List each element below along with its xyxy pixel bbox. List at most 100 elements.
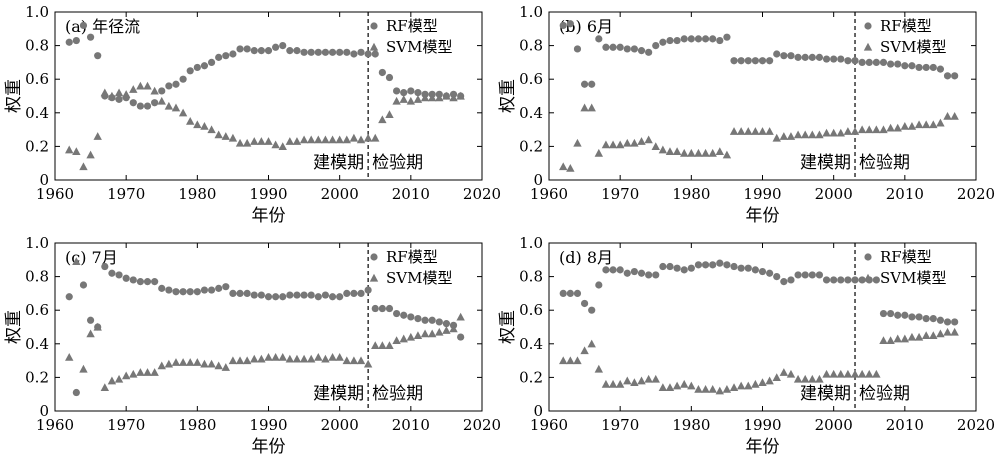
- rf-point: [193, 288, 201, 296]
- rf-point: [279, 293, 287, 301]
- rf-point: [887, 309, 895, 318]
- rf-point: [659, 38, 667, 46]
- svm-point: [150, 86, 159, 95]
- rf-point: [894, 60, 902, 68]
- rf-point: [328, 48, 337, 56]
- rf-point: [701, 261, 710, 269]
- rf-point: [421, 316, 429, 324]
- y-tick-label: 0.2: [519, 368, 543, 386]
- svm-point: [879, 125, 888, 134]
- rf-point: [787, 52, 795, 60]
- rf-point: [673, 36, 681, 45]
- svm-point: [665, 147, 675, 156]
- svm-point: [307, 135, 316, 144]
- svm-point: [687, 381, 696, 390]
- svm-point: [708, 148, 717, 157]
- rf-point: [737, 264, 745, 272]
- rf-point: [879, 309, 888, 318]
- svm-point: [427, 93, 437, 102]
- rf-point: [943, 318, 952, 326]
- chart-panel: 1960 1970 1980 1990 2000 2010 2020 0 0.2 0.4 0.6 0.…: [498, 3, 995, 226]
- svm-point: [271, 353, 280, 361]
- svm-point: [136, 368, 145, 376]
- svm-point: [392, 96, 401, 105]
- rf-point: [808, 53, 816, 61]
- rf-point: [151, 99, 159, 107]
- svm-point: [342, 135, 351, 144]
- rf-point: [115, 271, 123, 279]
- panel-label: (d) 8月: [559, 248, 613, 267]
- rf-point: [321, 291, 330, 299]
- legend-svm-marker: [369, 42, 379, 51]
- svm-point: [86, 329, 95, 338]
- rf-point: [350, 289, 358, 297]
- svm-point: [314, 135, 323, 144]
- svm-point: [672, 147, 682, 156]
- svm-point: [207, 359, 216, 368]
- svm-point: [893, 123, 902, 132]
- svm-point: [843, 127, 853, 135]
- rf-point: [143, 102, 152, 110]
- rf-point: [250, 291, 258, 299]
- svm-point: [836, 128, 845, 137]
- rf-point: [559, 289, 567, 297]
- svm-point: [786, 369, 796, 378]
- svm-point: [129, 369, 138, 378]
- svm-point: [65, 353, 74, 361]
- svm-point: [214, 130, 223, 139]
- rf-point: [915, 313, 923, 321]
- svm-point: [559, 162, 568, 171]
- svm-point: [950, 327, 959, 336]
- rf-point: [595, 281, 603, 289]
- svm-point: [392, 336, 401, 345]
- svm-point: [907, 122, 917, 130]
- rf-point: [694, 35, 703, 43]
- svm-point: [929, 120, 938, 129]
- svm-point: [815, 374, 824, 383]
- rf-point: [200, 286, 209, 294]
- rf-point: [407, 87, 415, 95]
- svm-point: [420, 329, 430, 338]
- svm-point: [900, 334, 910, 343]
- svm-point: [914, 332, 924, 341]
- rf-point: [680, 266, 688, 274]
- svm-point: [886, 123, 895, 132]
- svm-point: [164, 101, 174, 110]
- svm-point: [435, 327, 444, 336]
- svm-point: [566, 356, 575, 365]
- validation-period-label: 检验期: [372, 153, 423, 173]
- svm-point: [786, 132, 796, 140]
- svm-point: [420, 93, 430, 102]
- y-tick-label: 0.6: [519, 70, 543, 88]
- svm-point: [292, 137, 302, 145]
- calibration-period-label: 建模期: [313, 384, 364, 404]
- rf-point: [129, 99, 137, 107]
- rf-point: [701, 35, 710, 43]
- svm-point: [178, 358, 188, 366]
- rf-point: [264, 47, 273, 55]
- rf-point: [108, 269, 116, 277]
- rf-point: [915, 63, 923, 72]
- svm-point: [399, 95, 408, 103]
- svm-point: [200, 122, 209, 130]
- x-tick-label: 2020: [463, 185, 501, 203]
- rf-point: [207, 286, 216, 294]
- svm-point: [729, 383, 739, 392]
- svm-point: [278, 142, 287, 150]
- svm-point: [65, 145, 74, 154]
- svm-point: [751, 379, 760, 388]
- svm-point: [250, 137, 259, 145]
- y-axis-title: 权重: [4, 310, 24, 344]
- svm-point: [363, 133, 373, 142]
- x-tick-label: 1980: [178, 185, 216, 203]
- rf-point: [79, 21, 88, 30]
- rf-point: [307, 291, 315, 299]
- y-tick-label: 0.6: [25, 70, 49, 88]
- x-tick-label: 1970: [107, 185, 145, 203]
- calibration-period-label: 建模期: [313, 153, 364, 173]
- svm-point: [264, 137, 273, 145]
- svm-point: [715, 386, 724, 395]
- svm-point: [715, 147, 724, 156]
- rf-point: [758, 57, 767, 65]
- x-tick-label: 1980: [672, 185, 710, 203]
